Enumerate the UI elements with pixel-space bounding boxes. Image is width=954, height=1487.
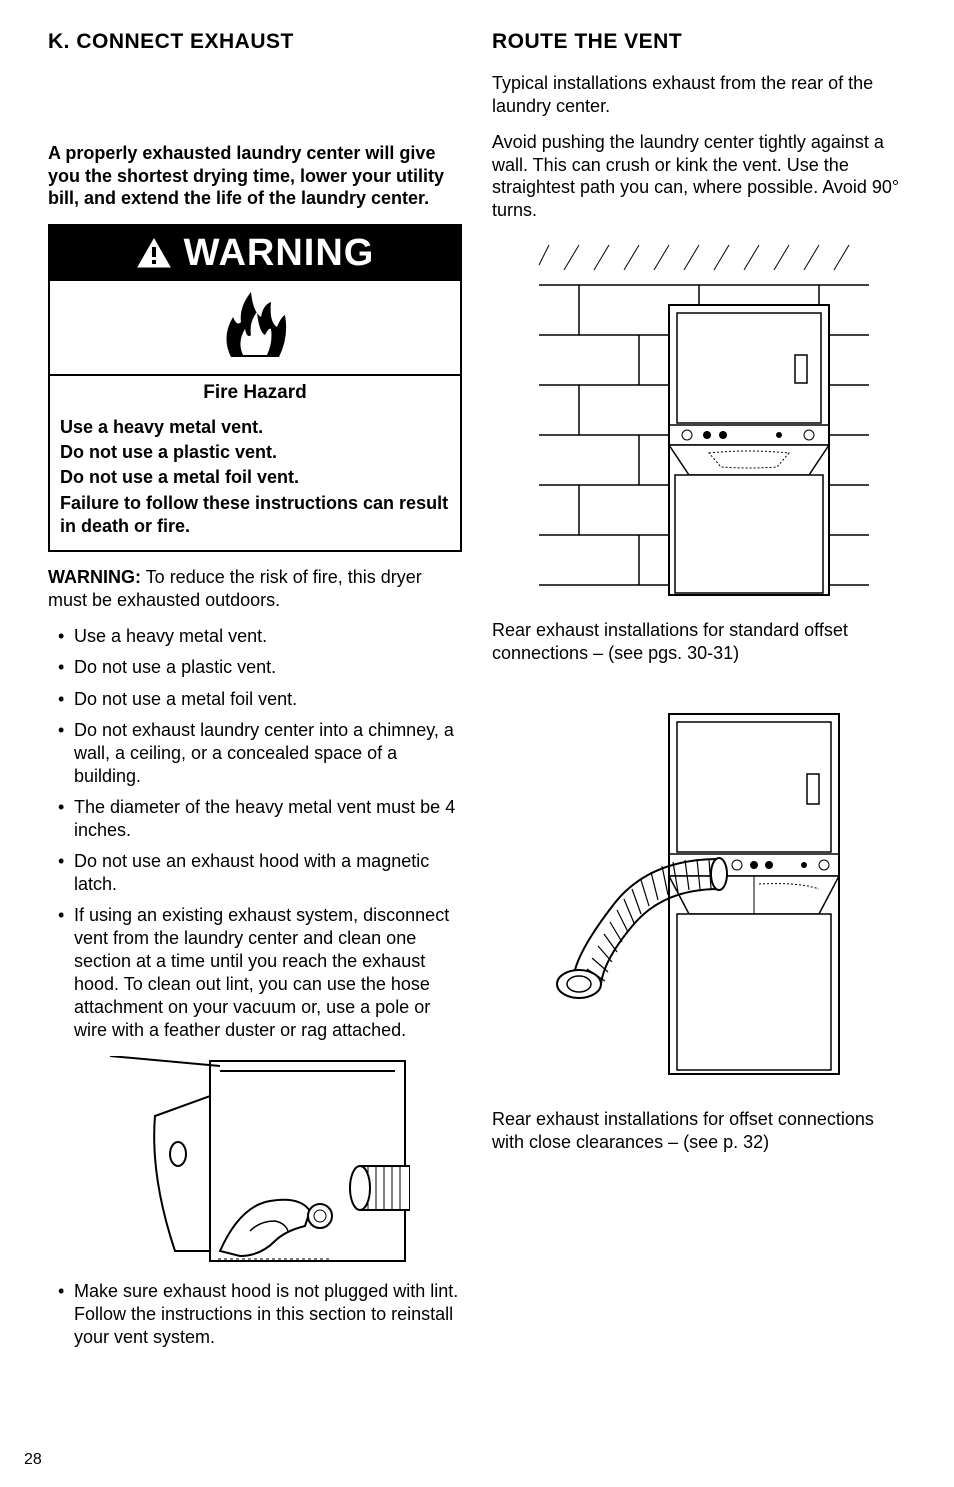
illustration-clean-vent bbox=[48, 1056, 462, 1266]
caption-1: Rear exhaust installations for standard … bbox=[492, 619, 906, 664]
flame-icon bbox=[211, 352, 299, 369]
intro-paragraph: A properly exhausted laundry center will… bbox=[48, 142, 462, 210]
route-vent-heading: ROUTE THE VENT bbox=[492, 30, 906, 54]
bullet-a-5: The diameter of the heavy metal vent mus… bbox=[58, 796, 462, 842]
fire-hazard-label: Fire Hazard bbox=[50, 374, 460, 410]
flame-area bbox=[50, 281, 460, 374]
warning-lead: WARNING: bbox=[48, 567, 141, 587]
left-column: K. CONNECT EXHAUST A properly exhausted … bbox=[48, 30, 462, 1357]
warn-line-3: Do not use a metal foil vent. bbox=[60, 466, 450, 489]
right-p1: Typical installations exhaust from the r… bbox=[492, 72, 906, 117]
bullet-a-3: Do not use a metal foil vent. bbox=[58, 688, 462, 711]
bullet-a-6: Do not use an exhaust hood with a magnet… bbox=[58, 850, 462, 896]
bullet-a-7: If using an existing exhaust system, dis… bbox=[58, 904, 462, 1042]
illustration-rear-standard bbox=[492, 235, 906, 605]
warn-line-2: Do not use a plastic vent. bbox=[60, 441, 450, 464]
connect-exhaust-heading: K. CONNECT EXHAUST bbox=[48, 30, 462, 54]
bullet-a-1: Use a heavy metal vent. bbox=[58, 625, 462, 648]
bullet-b-1: Make sure exhaust hood is not plugged wi… bbox=[58, 1280, 462, 1349]
warning-paragraph: WARNING: To reduce the risk of fire, thi… bbox=[48, 566, 462, 611]
right-column: ROUTE THE VENT Typical installations exh… bbox=[492, 30, 906, 1357]
warning-box: WARNING Fire Hazard Use a heavy metal ve… bbox=[48, 224, 462, 553]
bullets-b: Make sure exhaust hood is not plugged wi… bbox=[48, 1280, 462, 1349]
illustration-rear-offset bbox=[492, 694, 906, 1094]
alert-triangle-icon bbox=[136, 237, 172, 269]
warning-header: WARNING bbox=[50, 226, 460, 281]
bullet-a-2: Do not use a plastic vent. bbox=[58, 656, 462, 679]
warn-line-4: Failure to follow these instructions can… bbox=[60, 492, 450, 539]
warn-line-1: Use a heavy metal vent. bbox=[60, 416, 450, 439]
page-number: 28 bbox=[24, 1451, 42, 1469]
caption-2: Rear exhaust installations for offset co… bbox=[492, 1108, 906, 1153]
bullets-a: Use a heavy metal vent. Do not use a pla… bbox=[48, 625, 462, 1042]
warning-body: Use a heavy metal vent. Do not use a pla… bbox=[50, 410, 460, 551]
right-p2: Avoid pushing the laundry center tightly… bbox=[492, 131, 906, 221]
warning-header-text: WARNING bbox=[184, 232, 375, 275]
bullet-a-4: Do not exhaust laundry center into a chi… bbox=[58, 719, 462, 788]
